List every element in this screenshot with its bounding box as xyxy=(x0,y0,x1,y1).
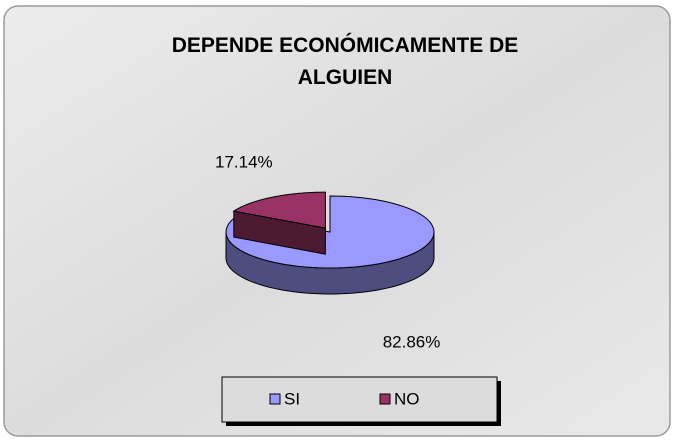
legend-swatch xyxy=(269,393,281,405)
legend-label: SI xyxy=(284,389,300,408)
data-label: 17.14% xyxy=(215,152,273,171)
data-label: 82.86% xyxy=(383,333,441,352)
pie xyxy=(225,191,435,295)
legend-box xyxy=(221,376,498,423)
slice xyxy=(232,191,326,229)
chart-title: DEPENDE ECONÓMICAMENTE DE ALGUIEN xyxy=(171,34,519,89)
slice xyxy=(225,195,435,269)
legend-label: NO xyxy=(394,389,420,408)
legend-swatch xyxy=(379,393,391,405)
